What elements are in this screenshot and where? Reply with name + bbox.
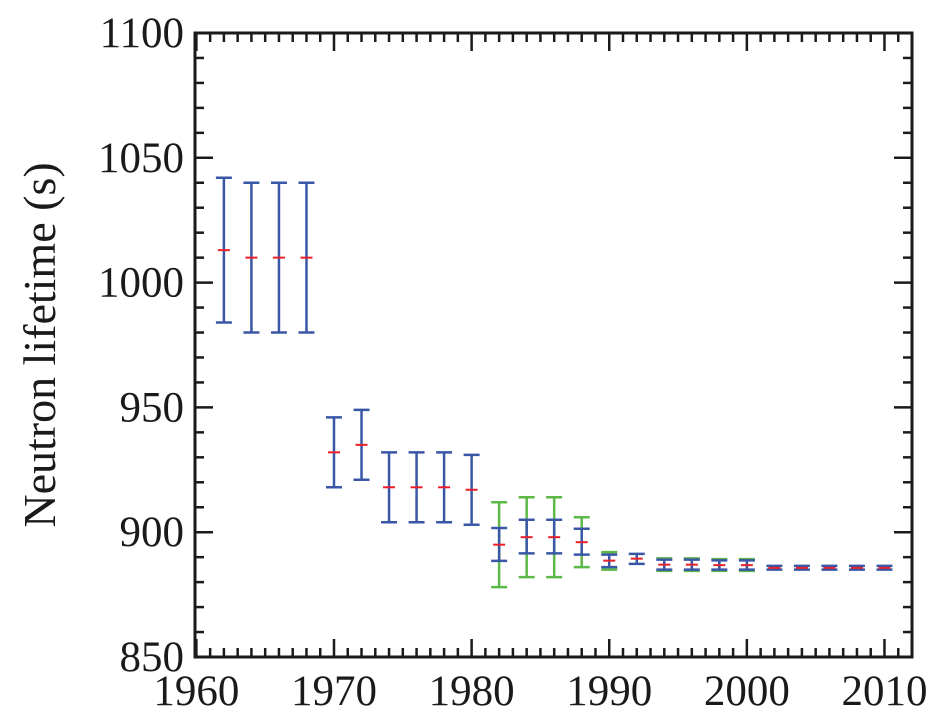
data-point	[408, 451, 425, 524]
x-axis-tick-labels: 1960 1970 1980 1990 2000 2010	[153, 668, 927, 715]
data-point	[821, 564, 838, 571]
data-point	[656, 557, 673, 573]
data-point	[381, 451, 398, 524]
data-point	[848, 564, 865, 571]
data-point	[491, 500, 508, 589]
data-point	[463, 453, 480, 526]
axis-ticks	[195, 31, 914, 659]
y-axis-tick-labels: 850 900 950 1000 1050 1100	[98, 10, 184, 681]
y-axis-label: Neutron lifetime (s)	[14, 162, 65, 527]
data-point	[353, 408, 370, 482]
data-point	[298, 181, 315, 334]
data-point	[215, 176, 232, 324]
data-point	[711, 557, 728, 573]
data-point	[573, 515, 590, 569]
data-point	[683, 557, 700, 573]
data-point	[793, 564, 810, 571]
y-tick-label: 1050	[98, 135, 184, 182]
x-tick-label: 1970	[291, 668, 377, 715]
data-point	[876, 564, 893, 571]
data-point	[628, 552, 645, 566]
x-tick-label: 2010	[841, 668, 927, 715]
data-point	[243, 181, 260, 334]
data-point	[766, 564, 783, 571]
y-tick-label: 950	[120, 384, 185, 431]
x-tick-label: 2000	[704, 668, 790, 715]
data-point	[601, 550, 618, 571]
x-tick-label: 1960	[153, 668, 239, 715]
data-points	[215, 176, 893, 589]
data-point	[738, 557, 755, 573]
y-tick-label: 1100	[100, 10, 184, 57]
x-tick-label: 1980	[429, 668, 515, 715]
data-point	[325, 416, 342, 489]
y-tick-label: 850	[120, 634, 185, 681]
data-point	[546, 496, 563, 579]
data-point	[518, 496, 535, 579]
x-tick-label: 1990	[566, 668, 652, 715]
y-tick-label: 900	[120, 509, 185, 556]
y-tick-label: 1000	[98, 260, 184, 307]
data-point	[270, 181, 287, 334]
data-point	[436, 451, 453, 524]
